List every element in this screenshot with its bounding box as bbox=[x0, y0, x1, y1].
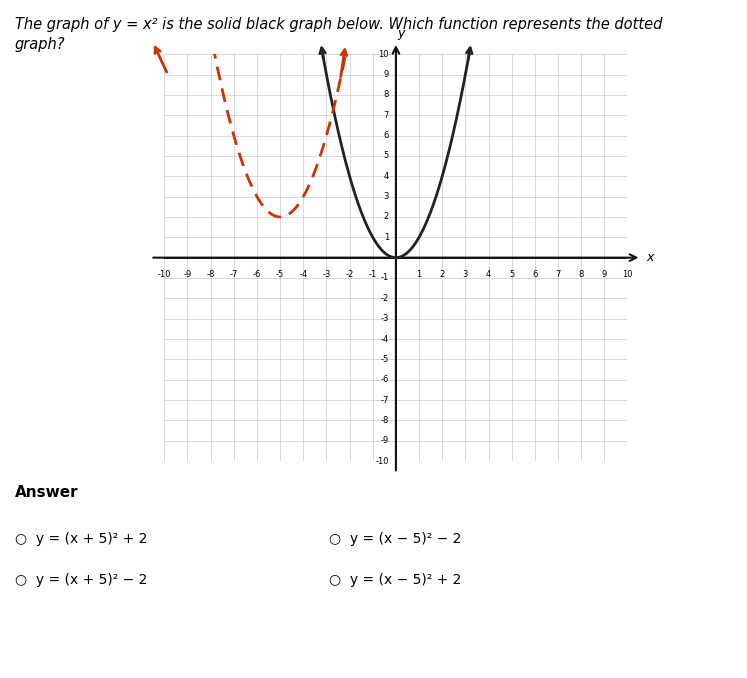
Text: -8: -8 bbox=[206, 270, 215, 279]
Text: 2: 2 bbox=[384, 212, 389, 222]
Text: 3: 3 bbox=[384, 192, 389, 201]
Text: -3: -3 bbox=[380, 314, 389, 323]
Text: -5: -5 bbox=[276, 270, 285, 279]
Text: graph?: graph? bbox=[15, 37, 66, 52]
Text: 5: 5 bbox=[384, 151, 389, 161]
Text: Answer: Answer bbox=[15, 485, 78, 500]
Text: 4: 4 bbox=[486, 270, 492, 279]
Text: -10: -10 bbox=[158, 270, 171, 279]
Text: 9: 9 bbox=[384, 70, 389, 79]
Text: ○  y = (x + 5)² − 2: ○ y = (x + 5)² − 2 bbox=[15, 573, 147, 587]
Text: -5: -5 bbox=[381, 355, 389, 364]
Text: -4: -4 bbox=[381, 334, 389, 344]
Text: -7: -7 bbox=[229, 270, 238, 279]
Text: -1: -1 bbox=[381, 273, 389, 283]
Text: -10: -10 bbox=[376, 456, 389, 466]
Text: x: x bbox=[646, 251, 654, 264]
Text: 3: 3 bbox=[462, 270, 468, 279]
Text: -9: -9 bbox=[183, 270, 192, 279]
Text: 9: 9 bbox=[601, 270, 607, 279]
Text: -4: -4 bbox=[299, 270, 308, 279]
Text: -3: -3 bbox=[322, 270, 331, 279]
Text: ○  y = (x − 5)² − 2: ○ y = (x − 5)² − 2 bbox=[329, 532, 461, 546]
Text: 1: 1 bbox=[416, 270, 422, 279]
Text: The graph of y = x² is the solid black graph below. Which function represents th: The graph of y = x² is the solid black g… bbox=[15, 17, 663, 32]
Text: 10: 10 bbox=[379, 49, 389, 59]
Text: 7: 7 bbox=[384, 111, 389, 120]
Text: 7: 7 bbox=[555, 270, 561, 279]
Text: -6: -6 bbox=[380, 375, 389, 384]
Text: -2: -2 bbox=[381, 294, 389, 303]
Text: 10: 10 bbox=[622, 270, 633, 279]
Text: 5: 5 bbox=[509, 270, 515, 279]
Text: -9: -9 bbox=[381, 436, 389, 445]
Text: 2: 2 bbox=[439, 270, 445, 279]
Text: -1: -1 bbox=[368, 270, 377, 279]
Text: -8: -8 bbox=[380, 416, 389, 425]
Text: 4: 4 bbox=[384, 172, 389, 181]
Text: -2: -2 bbox=[345, 270, 354, 279]
Text: -6: -6 bbox=[252, 270, 261, 279]
Text: ○  y = (x + 5)² + 2: ○ y = (x + 5)² + 2 bbox=[15, 532, 147, 546]
Text: 8: 8 bbox=[384, 90, 389, 100]
Text: 6: 6 bbox=[384, 131, 389, 140]
Text: 1: 1 bbox=[384, 233, 389, 242]
Text: ○  y = (x − 5)² + 2: ○ y = (x − 5)² + 2 bbox=[329, 573, 461, 587]
Text: 8: 8 bbox=[578, 270, 584, 279]
Text: y: y bbox=[397, 27, 404, 40]
Text: Submit Answer: Submit Answer bbox=[578, 550, 692, 563]
Text: 6: 6 bbox=[532, 270, 538, 279]
Text: -7: -7 bbox=[380, 395, 389, 405]
